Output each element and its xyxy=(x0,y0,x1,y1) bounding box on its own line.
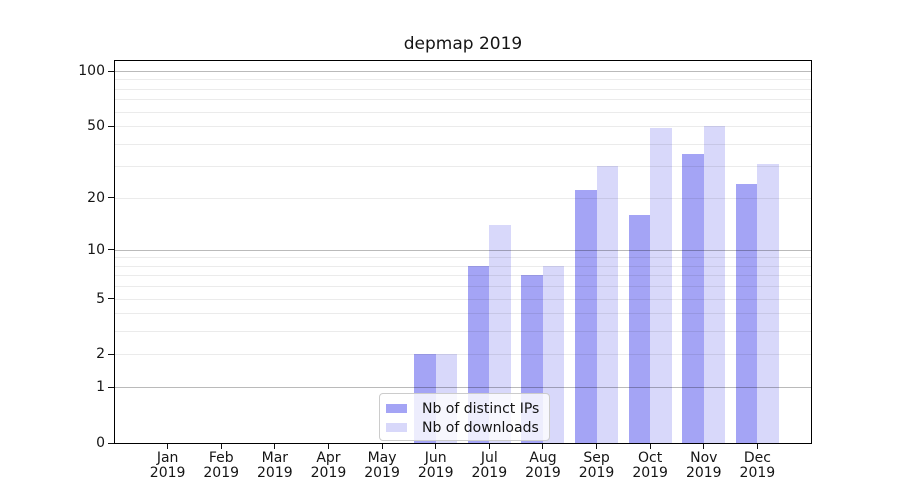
x-tick-label-line: 2019 xyxy=(417,465,454,481)
chart-title: depmap 2019 xyxy=(403,34,523,54)
x-tick-label: Oct 2019 xyxy=(618,451,682,481)
y-tick-label: 1 xyxy=(96,379,105,396)
x-tick-label: Jan 2019 xyxy=(136,451,200,481)
legend-swatch-downloads xyxy=(386,423,407,432)
legend-item-distinct-ips: Nb of distinct IPs xyxy=(386,399,549,418)
bar-nb-of-downloads-sep-2019 xyxy=(596,166,619,443)
x-tick-label: Apr 2019 xyxy=(296,451,360,481)
y-tick-label: 2 xyxy=(96,346,105,363)
x-tick-label: Feb 2019 xyxy=(189,451,253,481)
x-tick-label-line: 2019 xyxy=(310,465,347,481)
legend-label-downloads: Nb of downloads xyxy=(422,419,539,436)
x-tick-label: Nov 2019 xyxy=(672,451,736,481)
x-tick-label-line: Jun xyxy=(424,450,447,466)
x-tick-label-line: Sep xyxy=(583,450,610,466)
y-tick-mark xyxy=(108,442,114,444)
x-tick-mark xyxy=(756,444,758,449)
y-gridline-minor xyxy=(114,88,811,90)
x-tick-mark xyxy=(488,444,490,449)
x-tick-label-line: 2019 xyxy=(149,465,186,481)
x-tick-mark xyxy=(542,444,544,449)
y-tick-mark xyxy=(108,197,114,199)
y-gridline-minor xyxy=(114,111,811,113)
y-gridline-minor xyxy=(114,79,811,81)
x-tick-label: Jun 2019 xyxy=(404,451,468,481)
x-tick-label: Mar 2019 xyxy=(243,451,307,481)
y-tick-label: 10 xyxy=(87,241,105,258)
x-tick-label: Jul 2019 xyxy=(457,451,521,481)
x-tick-label-line: 2019 xyxy=(257,465,293,481)
x-tick-mark xyxy=(381,444,383,449)
x-tick-label-line: Jan xyxy=(156,450,179,466)
y-tick-mark xyxy=(108,249,114,251)
y-tick-label: 20 xyxy=(87,189,105,206)
bar-nb-of-downloads-oct-2019 xyxy=(650,127,672,443)
y-tick-label: 50 xyxy=(87,118,105,135)
x-tick-mark xyxy=(703,444,705,449)
legend-swatch-distinct-ips xyxy=(386,404,407,413)
x-tick-label-line: Apr xyxy=(316,450,341,466)
y-gridline-major xyxy=(114,71,811,72)
bar-nb-of-downloads-jul-2019 xyxy=(489,224,511,443)
x-tick-label-line: Dec xyxy=(743,450,771,466)
x-tick-mark xyxy=(649,444,651,449)
x-tick-label-line: 2019 xyxy=(739,465,776,481)
bar-nb-of-distinct-ips-sep-2019 xyxy=(575,190,597,443)
y-tick-mark xyxy=(108,125,114,127)
x-tick-mark xyxy=(596,444,598,449)
bar-nb-of-distinct-ips-oct-2019 xyxy=(628,214,651,443)
x-tick-label-line: Oct xyxy=(638,450,663,466)
x-tick-mark xyxy=(167,444,169,449)
y-tick-label: 5 xyxy=(96,290,105,307)
legend: Nb of distinct IPs Nb of downloads xyxy=(379,393,550,441)
bar-nb-of-distinct-ips-nov-2019 xyxy=(682,154,704,443)
x-tick-label-line: 2019 xyxy=(578,465,615,481)
x-tick-label: Dec 2019 xyxy=(725,451,789,481)
y-tick-mark xyxy=(108,386,114,388)
x-tick-label-line: 2019 xyxy=(685,465,722,481)
bar-nb-of-downloads-dec-2019 xyxy=(757,163,779,443)
x-tick-label: Sep 2019 xyxy=(565,451,629,481)
x-tick-label-line: Aug xyxy=(529,450,557,466)
y-tick-label: 100 xyxy=(78,63,105,79)
x-tick-label-line: 2019 xyxy=(203,465,240,481)
x-tick-label-line: Nov xyxy=(690,450,718,466)
bar-nb-of-distinct-ips-dec-2019 xyxy=(735,183,758,443)
plot-area xyxy=(114,60,811,443)
x-tick-mark xyxy=(274,444,276,449)
x-tick-label-line: May xyxy=(367,450,397,466)
y-tick-mark xyxy=(108,70,114,72)
bar-nb-of-downloads-nov-2019 xyxy=(703,126,726,443)
x-tick-label-line: 2019 xyxy=(525,465,561,481)
x-tick-label-line: Mar xyxy=(261,450,289,466)
x-tick-mark xyxy=(220,444,222,449)
x-tick-label-line: Feb xyxy=(208,450,234,466)
x-tick-mark xyxy=(327,444,329,449)
legend-label-distinct-ips: Nb of distinct IPs xyxy=(422,400,540,417)
y-tick-mark xyxy=(108,353,114,355)
x-tick-label-line: 2019 xyxy=(471,465,508,481)
y-gridline-minor xyxy=(114,99,811,101)
x-tick-label-line: 2019 xyxy=(364,465,400,481)
x-tick-label-line: Jul xyxy=(480,450,498,466)
x-tick-label-line: 2019 xyxy=(632,465,668,481)
y-tick-label: 0 xyxy=(96,435,105,451)
x-tick-label: May 2019 xyxy=(350,451,414,481)
x-tick-mark xyxy=(435,444,437,449)
legend-item-downloads: Nb of downloads xyxy=(386,418,549,437)
y-tick-mark xyxy=(108,298,114,300)
x-tick-label: Aug 2019 xyxy=(511,451,575,481)
